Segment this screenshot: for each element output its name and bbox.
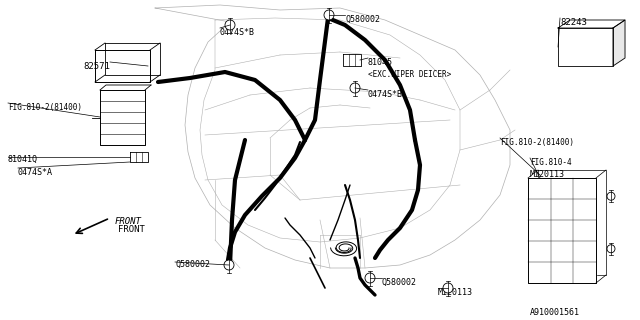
Circle shape xyxy=(224,260,234,270)
Text: 0474S*B: 0474S*B xyxy=(220,28,255,37)
Text: FIG.810-2(81400): FIG.810-2(81400) xyxy=(500,138,574,147)
Text: M120113: M120113 xyxy=(438,288,473,297)
Circle shape xyxy=(365,273,375,283)
Text: 82243: 82243 xyxy=(560,18,587,27)
Circle shape xyxy=(324,10,334,20)
Polygon shape xyxy=(558,20,625,28)
Text: Q580002: Q580002 xyxy=(382,278,417,287)
Circle shape xyxy=(607,245,615,253)
Text: Q580002: Q580002 xyxy=(345,15,380,24)
Polygon shape xyxy=(558,28,613,66)
Text: 81045: 81045 xyxy=(368,58,393,67)
Polygon shape xyxy=(130,152,148,162)
Text: FRONT: FRONT xyxy=(115,218,142,227)
Circle shape xyxy=(607,192,615,200)
Circle shape xyxy=(225,20,235,30)
Text: FIG.810-2(81400): FIG.810-2(81400) xyxy=(8,103,82,112)
Circle shape xyxy=(443,283,453,293)
Text: 81041Q: 81041Q xyxy=(8,155,38,164)
Polygon shape xyxy=(613,20,625,66)
Polygon shape xyxy=(95,50,150,82)
Polygon shape xyxy=(100,90,145,145)
Text: FRONT: FRONT xyxy=(118,225,145,234)
Text: M120113: M120113 xyxy=(530,170,565,179)
Text: <EXC.WIPER DEICER>: <EXC.WIPER DEICER> xyxy=(368,70,451,79)
Text: Q580002: Q580002 xyxy=(175,260,210,269)
Text: 82571: 82571 xyxy=(83,62,110,71)
Text: 0474S*A: 0474S*A xyxy=(18,168,53,177)
Text: 0474S*B: 0474S*B xyxy=(368,90,403,99)
Text: A910001561: A910001561 xyxy=(530,308,580,317)
Circle shape xyxy=(350,83,360,93)
Polygon shape xyxy=(343,54,361,66)
Polygon shape xyxy=(528,178,596,283)
Text: FIG.810-4: FIG.810-4 xyxy=(530,158,572,167)
